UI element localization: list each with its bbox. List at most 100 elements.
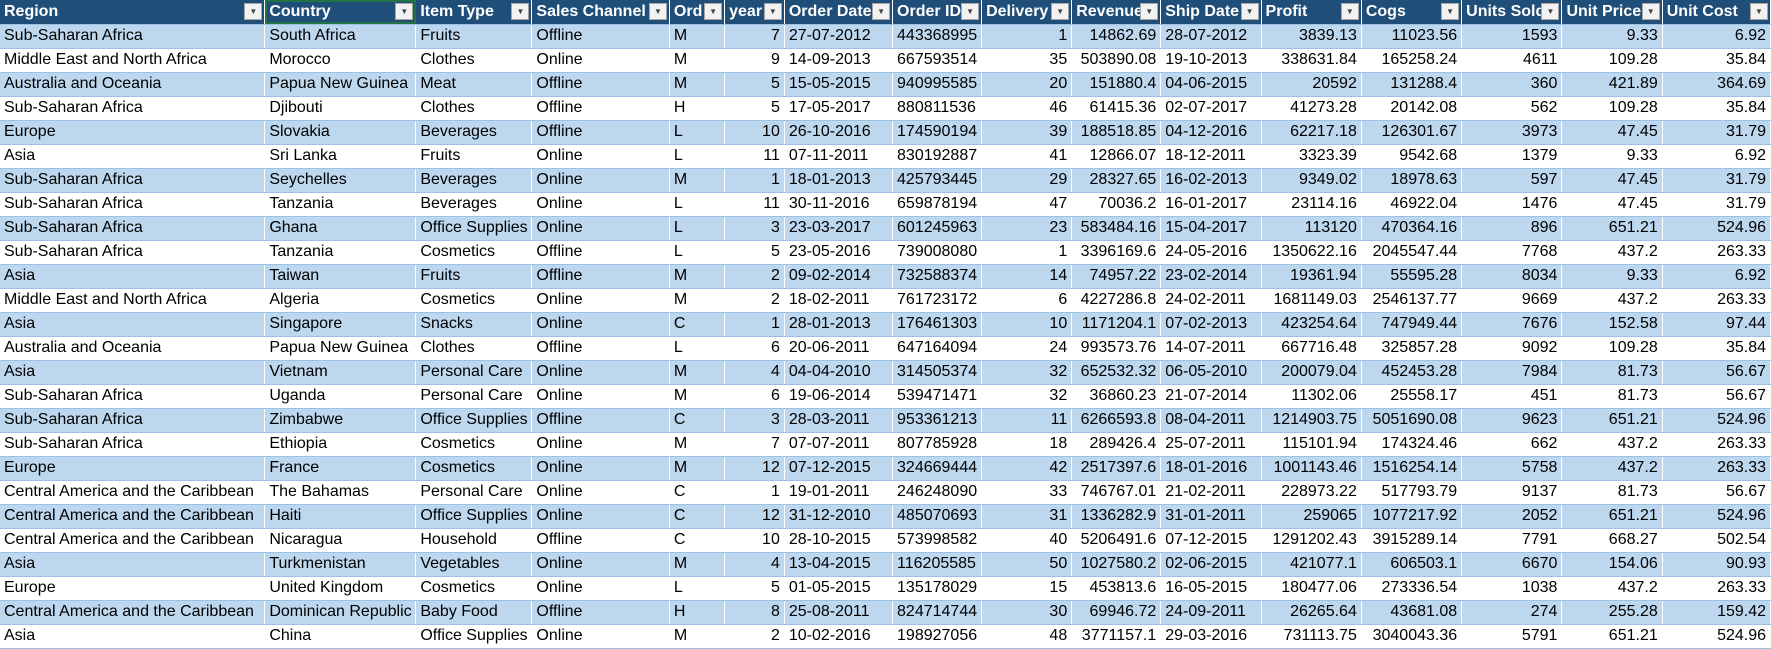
cell-profit[interactable]: 423254.64: [1261, 312, 1362, 337]
cell-delivery[interactable]: 6: [981, 288, 1073, 313]
cell-country[interactable]: Haiti: [264, 504, 417, 529]
cell-sales-channel[interactable]: Online: [531, 216, 670, 241]
cell-order-date[interactable]: 17-05-2017: [784, 96, 894, 121]
cell-profit[interactable]: 200079.04: [1261, 360, 1362, 385]
cell-revenue[interactable]: 1336282.9: [1071, 504, 1162, 529]
cell-cogs[interactable]: 1077217.92: [1361, 504, 1463, 529]
cell-units-sold[interactable]: 7768: [1461, 240, 1563, 265]
cell-item-type[interactable]: Personal Care: [415, 480, 533, 505]
filter-dropdown-icon[interactable]: ▼: [1240, 3, 1259, 20]
cell-cogs[interactable]: 325857.28: [1361, 336, 1463, 361]
cell-item-type[interactable]: Cosmetics: [415, 456, 533, 481]
cell-order-date[interactable]: 09-02-2014: [784, 264, 894, 289]
cell-region[interactable]: Middle East and North Africa: [0, 48, 266, 73]
cell-cogs[interactable]: 3915289.14: [1361, 528, 1463, 553]
filter-dropdown-icon[interactable]: ▼: [1340, 3, 1359, 20]
cell-unit-price[interactable]: 47.45: [1561, 168, 1663, 193]
cell-region[interactable]: Sub-Saharan Africa: [0, 240, 266, 265]
cell-ship-date[interactable]: 31-01-2011: [1160, 504, 1262, 529]
cell-order-date[interactable]: 28-10-2015: [784, 528, 894, 553]
cell-delivery[interactable]: 11: [981, 408, 1073, 433]
cell-region[interactable]: Europe: [0, 120, 266, 145]
cell-year[interactable]: 12: [724, 504, 785, 529]
cell-country[interactable]: The Bahamas: [264, 480, 417, 505]
cell-unit-cost[interactable]: 263.33: [1662, 456, 1771, 481]
cell-order-date[interactable]: 07-12-2015: [784, 456, 894, 481]
table-row[interactable]: Sub-Saharan Africa Djibouti Clothes Offline…: [0, 96, 1771, 121]
cell-sales-channel[interactable]: Online: [531, 576, 670, 601]
cell-unit-cost[interactable]: 6.92: [1662, 264, 1771, 289]
cell-profit[interactable]: 11302.06: [1261, 384, 1362, 409]
cell-sales-channel[interactable]: Offline: [531, 96, 670, 121]
cell-ship-date[interactable]: 21-07-2014: [1160, 384, 1262, 409]
cell-region[interactable]: Asia: [0, 360, 266, 385]
table-row[interactable]: Asia Vietnam Personal Care Online M 4 04-04-20…: [0, 360, 1771, 385]
cell-order-date[interactable]: 10-02-2016: [784, 624, 894, 649]
cell-order-id[interactable]: 425793445: [892, 168, 983, 193]
cell-sales-channel[interactable]: Online: [531, 360, 670, 385]
cell-cogs[interactable]: 452453.28: [1361, 360, 1463, 385]
cell-delivery[interactable]: 1: [981, 24, 1073, 49]
table-row[interactable]: Europe Slovakia Beverages Offline L 10 26-10-2…: [0, 120, 1771, 145]
table-row[interactable]: Asia Singapore Snacks Online C 1 28-01-2013 176…: [0, 312, 1771, 337]
cell-units-sold[interactable]: 2052: [1461, 504, 1563, 529]
cell-revenue[interactable]: 151880.4: [1071, 72, 1162, 97]
cell-delivery[interactable]: 10: [981, 312, 1073, 337]
cell-sales-channel[interactable]: Offline: [531, 408, 670, 433]
cell-profit[interactable]: 19361.94: [1261, 264, 1362, 289]
cell-country[interactable]: Singapore: [264, 312, 417, 337]
cell-region[interactable]: Sub-Saharan Africa: [0, 168, 266, 193]
cell-cogs[interactable]: 2045547.44: [1361, 240, 1463, 265]
cell-delivery[interactable]: 23: [981, 216, 1073, 241]
cell-unit-cost[interactable]: 263.33: [1662, 576, 1771, 601]
cell-order-date[interactable]: 14-09-2013: [784, 48, 894, 73]
cell-unit-cost[interactable]: 524.96: [1662, 216, 1771, 241]
cell-unit-cost[interactable]: 97.44: [1662, 312, 1771, 337]
cell-item-type[interactable]: Cosmetics: [415, 432, 533, 457]
cell-revenue[interactable]: 6266593.8: [1071, 408, 1162, 433]
cell-year[interactable]: 10: [724, 528, 785, 553]
cell-delivery[interactable]: 32: [981, 384, 1073, 409]
cell-year[interactable]: 12: [724, 456, 785, 481]
cell-ord[interactable]: M: [669, 432, 726, 457]
cell-cogs[interactable]: 18978.63: [1361, 168, 1463, 193]
cell-country[interactable]: Tanzania: [264, 240, 417, 265]
cell-ship-date[interactable]: 06-05-2010: [1160, 360, 1262, 385]
cell-order-id[interactable]: 314505374: [892, 360, 983, 385]
cell-order-date[interactable]: 07-11-2011: [784, 144, 894, 169]
cell-ord[interactable]: L: [669, 240, 726, 265]
cell-region[interactable]: Central America and the Caribbean: [0, 480, 266, 505]
cell-revenue[interactable]: 69946.72: [1071, 600, 1162, 625]
cell-units-sold[interactable]: 7676: [1461, 312, 1563, 337]
cell-order-date[interactable]: 30-11-2016: [784, 192, 894, 217]
cell-profit[interactable]: 1291202.43: [1261, 528, 1362, 553]
cell-revenue[interactable]: 70036.2: [1071, 192, 1162, 217]
cell-delivery[interactable]: 46: [981, 96, 1073, 121]
cell-region[interactable]: Sub-Saharan Africa: [0, 408, 266, 433]
cell-country[interactable]: Papua New Guinea: [264, 336, 417, 361]
cell-region[interactable]: Australia and Oceania: [0, 336, 266, 361]
cell-country[interactable]: France: [264, 456, 417, 481]
cell-ord[interactable]: L: [669, 576, 726, 601]
cell-item-type[interactable]: Baby Food: [415, 600, 533, 625]
cell-unit-price[interactable]: 651.21: [1561, 216, 1663, 241]
cell-revenue[interactable]: 1027580.2: [1071, 552, 1162, 577]
cell-sales-channel[interactable]: Online: [531, 312, 670, 337]
cell-delivery[interactable]: 14: [981, 264, 1073, 289]
cell-unit-price[interactable]: 109.28: [1561, 336, 1663, 361]
cell-ship-date[interactable]: 18-01-2016: [1160, 456, 1262, 481]
filter-dropdown-icon[interactable]: ▼: [872, 3, 891, 20]
cell-unit-price[interactable]: 152.58: [1561, 312, 1663, 337]
cell-ord[interactable]: L: [669, 144, 726, 169]
cell-item-type[interactable]: Cosmetics: [415, 240, 533, 265]
cell-revenue[interactable]: 5206491.6: [1071, 528, 1162, 553]
cell-year[interactable]: 3: [724, 216, 785, 241]
cell-units-sold[interactable]: 3973: [1461, 120, 1563, 145]
cell-unit-cost[interactable]: 263.33: [1662, 240, 1771, 265]
cell-region[interactable]: Asia: [0, 624, 266, 649]
cell-revenue[interactable]: 289426.4: [1071, 432, 1162, 457]
cell-region[interactable]: Asia: [0, 144, 266, 169]
column-header-year[interactable]: year ▼: [724, 0, 785, 25]
cell-country[interactable]: Dominican Republic: [264, 600, 417, 625]
cell-year[interactable]: 11: [724, 144, 785, 169]
